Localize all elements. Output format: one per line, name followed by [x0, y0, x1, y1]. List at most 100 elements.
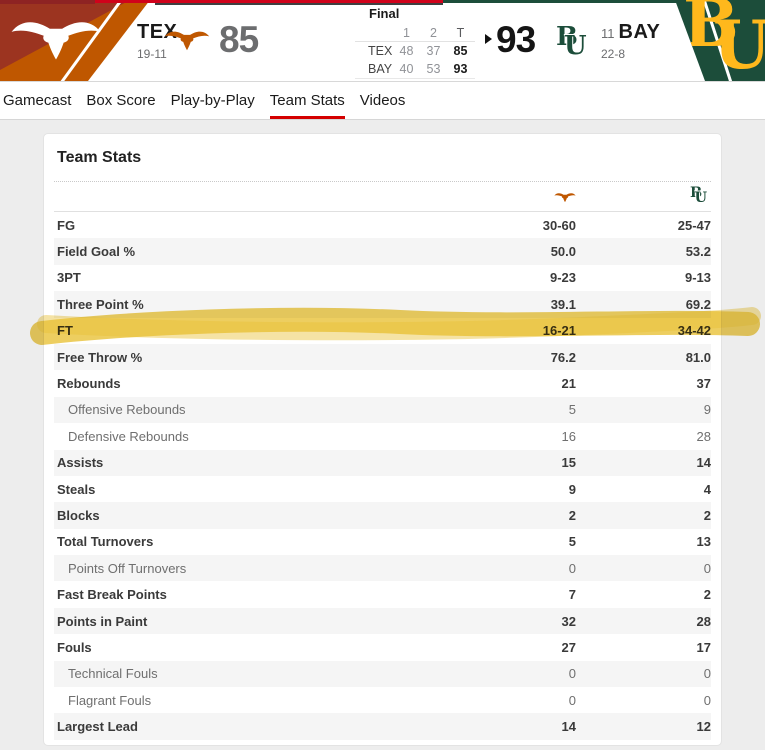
stat-value-home: 9-13	[684, 270, 711, 286]
stat-row: Flagrant Fouls 0 0	[54, 687, 711, 713]
linescore-total: 93	[453, 62, 468, 76]
stat-value-home: 28	[696, 428, 711, 444]
linescore-team: TEX	[368, 44, 393, 58]
winner-arrow-icon	[485, 34, 492, 44]
stat-value-away: 0	[568, 666, 576, 682]
texas-longhorn-icon[interactable]	[164, 27, 210, 52]
stat-label: Fouls	[57, 639, 92, 655]
home-team-record: 22-8	[601, 47, 626, 61]
stat-value-away: 7	[568, 587, 576, 603]
texas-longhorn-icon	[10, 13, 102, 63]
stat-value-home: 14	[696, 455, 711, 471]
tab-play-by-play[interactable]: Play-by-Play	[170, 92, 255, 109]
scoreboard: B U TEX 19-11 85 Final 1 2 T TEX 48 37 8…	[0, 0, 765, 82]
stat-row: Total Turnovers 5 13	[54, 529, 711, 555]
stat-row: Fast Break Points 7 2	[54, 581, 711, 607]
away-team-score: 85	[219, 19, 259, 60]
stat-value-home: 13	[696, 534, 711, 550]
stat-value-away: 76.2	[550, 349, 576, 365]
tab-gamecast[interactable]: Gamecast	[3, 92, 72, 109]
game-nav-tabs: Gamecast Box Score Play-by-Play Team Stats V…	[0, 82, 765, 120]
top-accent-green	[443, 0, 765, 3]
stat-row: Points in Paint 32 28	[54, 607, 711, 635]
linescore-row: TEX 48 37 85	[355, 42, 475, 60]
stat-value-home: 25-47	[677, 217, 711, 233]
top-accent-charcoal	[155, 3, 443, 5]
stat-row-highlighted: FT 16-21 34-42	[54, 318, 711, 344]
stat-label: Technical Fouls	[68, 666, 158, 682]
stat-row: Rebounds 21 37	[54, 370, 711, 396]
stat-value-away: 5	[568, 402, 576, 418]
linescore-header: 1 2 T	[355, 24, 475, 42]
stat-label: Points in Paint	[57, 613, 148, 629]
stat-row: Fouls 27 17	[54, 634, 711, 660]
period-2-header: 2	[430, 25, 437, 40]
stat-row: FG 30-60 25-47	[54, 212, 711, 238]
stat-row: Free Throw % 76.2 81.0	[54, 343, 711, 371]
baylor-banner-letter-u: U	[713, 6, 765, 82]
stat-value-away: 9-23	[549, 270, 576, 286]
texas-longhorn-icon	[554, 191, 576, 203]
stat-label: FG	[57, 217, 76, 233]
baylor-team-banner: B U	[675, 0, 765, 82]
stat-label: Assists	[57, 455, 104, 471]
stat-label: Rebounds	[57, 376, 121, 392]
linescore-team: BAY	[368, 62, 393, 76]
stat-value-away: 16	[561, 428, 576, 444]
away-team-abbr: TEX	[137, 21, 178, 43]
stat-row: Offensive Rebounds 5 9	[54, 396, 711, 424]
stat-row: Three Point % 39.1 69.2	[54, 291, 711, 318]
stat-value-home: 2	[703, 587, 711, 603]
stat-label: Points Off Turnovers	[68, 560, 187, 576]
stat-label: Three Point %	[57, 296, 144, 312]
stat-row: Points Off Turnovers 0 0	[54, 555, 711, 582]
total-header: T	[456, 25, 465, 40]
stat-label: Steals	[57, 481, 96, 497]
dotted-divider	[54, 181, 711, 182]
stat-value-home: 34-42	[677, 323, 711, 339]
tab-box-score[interactable]: Box Score	[86, 92, 156, 109]
linescore-period-1: 40	[399, 62, 414, 76]
stat-row: Defensive Rebounds 16 28	[54, 423, 711, 449]
stat-value-away: 27	[561, 639, 576, 655]
tab-videos[interactable]: Videos	[359, 92, 406, 109]
stat-label: Defensive Rebounds	[68, 428, 189, 444]
top-accent-red	[95, 0, 443, 3]
stat-row: Blocks 2 2	[54, 502, 711, 529]
home-team-block[interactable]: 11 BAY 22-8	[601, 21, 660, 61]
stat-row: Assists 15 14	[54, 449, 711, 476]
stat-value-away: 30-60	[542, 217, 576, 233]
stat-label: Offensive Rebounds	[68, 402, 186, 418]
stat-value-home: 12	[696, 719, 711, 735]
linescore-row: BAY 40 53 93	[355, 60, 475, 78]
period-1-header: 1	[403, 25, 410, 40]
tab-team-stats[interactable]: Team Stats	[269, 82, 345, 119]
stat-value-home: 81.0	[685, 349, 711, 365]
stat-value-home: 69.2	[685, 296, 711, 312]
away-team-block[interactable]: TEX 19-11	[137, 21, 177, 61]
away-column-header	[451, 191, 576, 203]
top-accent-maroon	[0, 0, 95, 4]
stat-row: Steals 9 4	[54, 476, 711, 502]
stat-value-away: 16-21	[542, 323, 576, 339]
stat-label: Field Goal %	[57, 244, 136, 260]
stat-value-home: 4	[703, 481, 711, 497]
stat-value-away: 0	[568, 560, 576, 576]
stat-value-away: 5	[568, 534, 576, 550]
linescore-period-2: 53	[426, 62, 441, 76]
stat-row: Largest Lead 14 12	[54, 713, 711, 740]
linescore-total: 85	[453, 44, 468, 58]
home-team-rank: 11	[601, 26, 615, 41]
stat-value-home: 9	[703, 402, 711, 418]
stat-value-away: 32	[561, 613, 576, 629]
stat-value-home: 37	[696, 376, 711, 392]
stat-label: Flagrant Fouls	[68, 692, 152, 708]
linescore-period-2: 37	[426, 44, 441, 58]
stat-value-away: 15	[561, 455, 576, 471]
